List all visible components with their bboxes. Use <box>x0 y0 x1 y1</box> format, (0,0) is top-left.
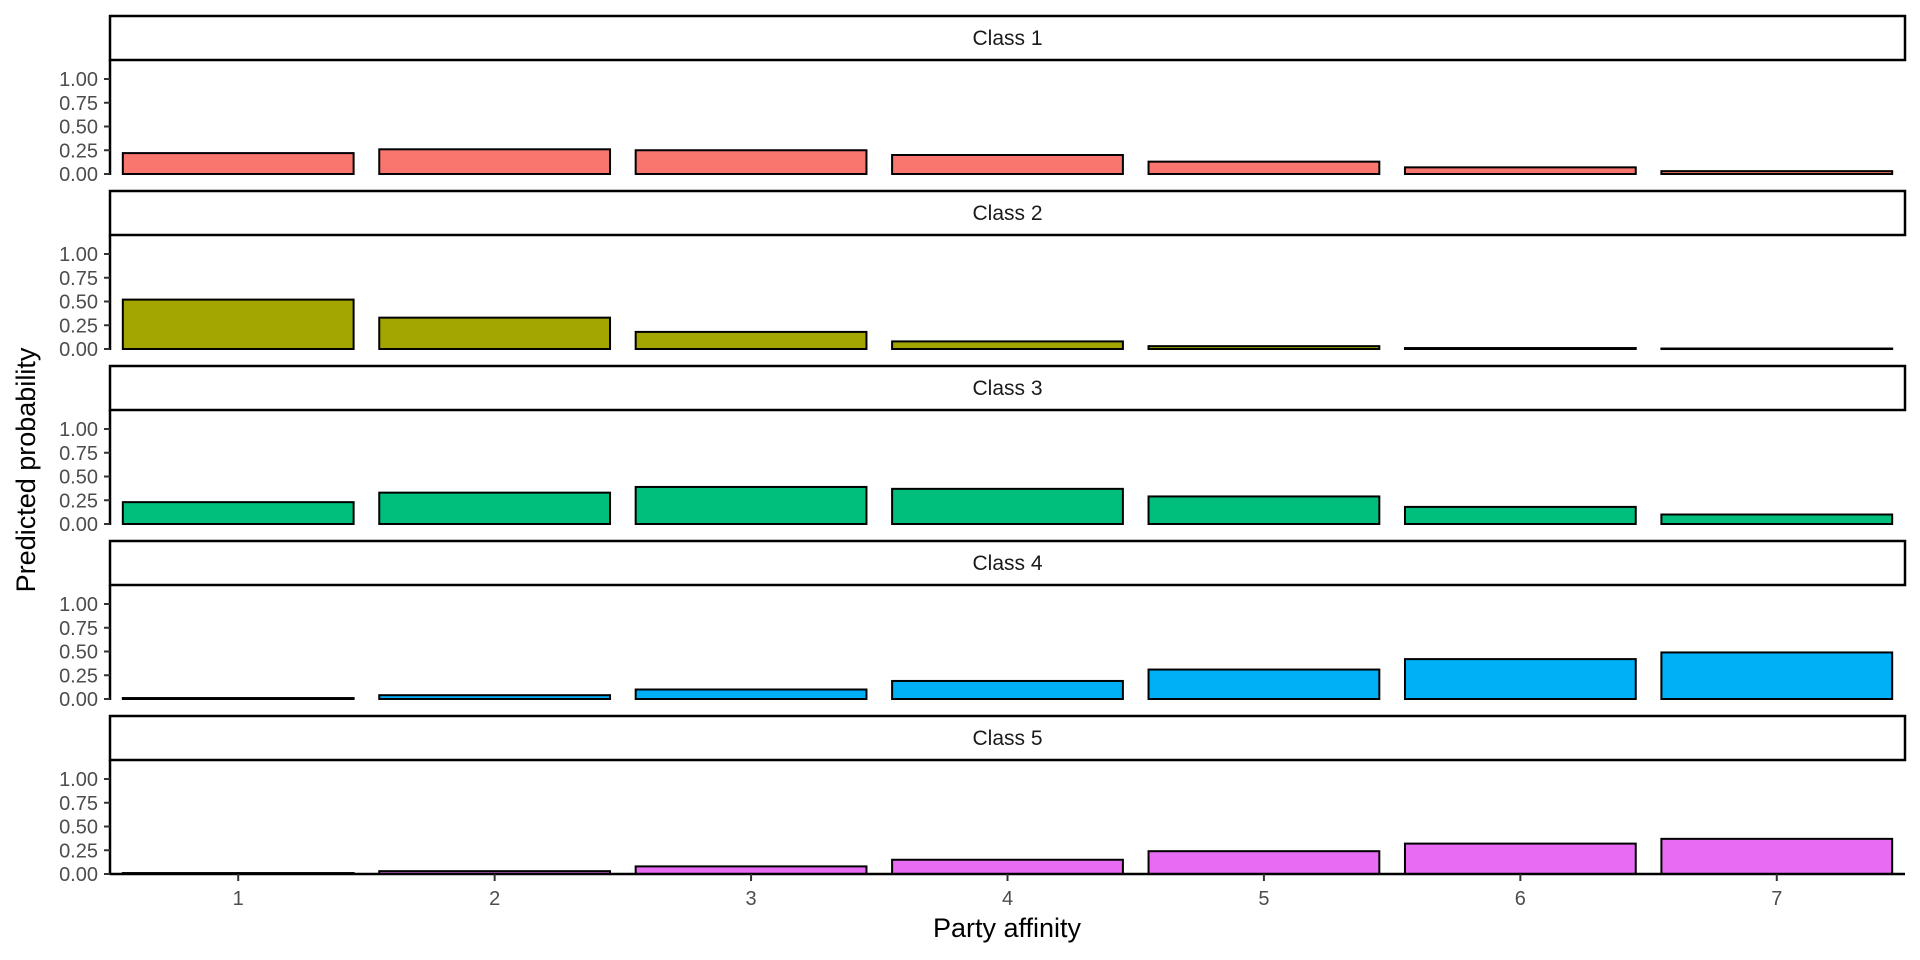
bar <box>891 858 1124 875</box>
facet-strip <box>108 189 1907 237</box>
bar <box>378 491 612 525</box>
y-tick-label: 0.75 <box>59 793 98 815</box>
y-tick-label: 0.75 <box>59 618 98 640</box>
facet-strip-label: Class 4 <box>972 552 1042 575</box>
x-tick-label: 6 <box>1515 888 1526 910</box>
y-tick-label: 0.25 <box>59 665 98 687</box>
bar <box>634 485 868 526</box>
bar <box>121 298 355 351</box>
facet-strip <box>108 14 1907 62</box>
y-tick-label: 0.00 <box>59 164 98 186</box>
bar <box>378 316 612 350</box>
bar <box>634 149 868 175</box>
bar <box>891 487 1124 526</box>
y-tick-label: 1.00 <box>59 244 98 266</box>
y-tick-label: 0.50 <box>59 292 98 314</box>
bar <box>1660 837 1894 875</box>
y-tick-label: 0.75 <box>59 93 98 115</box>
x-tick-label: 4 <box>1002 888 1013 910</box>
bar <box>891 340 1124 350</box>
facet-strip-label: Class 5 <box>972 727 1042 750</box>
x-axis-title: Party affinity <box>933 913 1082 943</box>
bar <box>378 694 612 701</box>
y-tick-label: 0.25 <box>59 490 98 512</box>
bar <box>121 152 355 176</box>
bar <box>634 330 868 350</box>
y-tick-label: 1.00 <box>59 769 98 791</box>
bar <box>1403 505 1637 525</box>
y-tick-label: 1.00 <box>59 69 98 91</box>
bar <box>1147 495 1381 526</box>
y-tick-label: 0.00 <box>59 689 98 711</box>
facet-panel: Class 1 0.000.250.500.751.00 <box>59 14 1907 186</box>
y-axis-title: Predicted probability <box>11 347 41 592</box>
facet-strip-label: Class 2 <box>972 202 1042 225</box>
y-tick-label: 0.50 <box>59 117 98 139</box>
facet-strip <box>108 539 1907 587</box>
bar <box>1147 668 1381 700</box>
x-tick-label: 1 <box>233 888 244 910</box>
bar <box>1403 842 1637 875</box>
facet-panel: Class 3 0.000.250.500.751.00 <box>59 364 1907 536</box>
y-tick-label: 0.25 <box>59 315 98 337</box>
y-tick-label: 0.00 <box>59 864 98 886</box>
facet-panel: Class 5 0.000.250.500.751.00 <box>59 714 1907 886</box>
bar <box>1147 345 1381 350</box>
bar <box>634 688 868 700</box>
y-tick-label: 1.00 <box>59 594 98 616</box>
bar <box>1147 850 1381 876</box>
facet-panel: Class 2 0.000.250.500.751.00 <box>59 189 1907 361</box>
x-tick-label: 5 <box>1258 888 1269 910</box>
bar <box>378 148 612 176</box>
bar <box>121 501 355 525</box>
bar <box>1403 347 1637 350</box>
facet-strip <box>108 714 1907 762</box>
y-tick-label: 0.00 <box>59 514 98 536</box>
bar <box>1660 170 1894 175</box>
facet-strip <box>108 364 1907 412</box>
y-tick-label: 0.50 <box>59 817 98 839</box>
facet-strip-label: Class 1 <box>972 27 1042 50</box>
bar <box>1660 651 1894 701</box>
facet-panel: Class 4 0.000.250.500.751.00 <box>59 539 1907 711</box>
y-tick-label: 0.25 <box>59 140 98 162</box>
y-tick-label: 1.00 <box>59 419 98 441</box>
y-tick-label: 0.00 <box>59 339 98 361</box>
bar <box>1147 160 1381 175</box>
bar <box>891 679 1124 701</box>
y-tick-label: 0.50 <box>59 642 98 664</box>
x-tick-label: 7 <box>1771 888 1782 910</box>
y-tick-label: 0.75 <box>59 443 98 465</box>
bar <box>1660 347 1894 351</box>
bar <box>1403 166 1637 176</box>
y-tick-label: 0.25 <box>59 840 98 862</box>
bar <box>121 697 355 700</box>
x-tick-label: 3 <box>746 888 757 910</box>
x-axis: 1 2 3 4 5 6 7 <box>110 872 1905 910</box>
facet-strip-label: Class 3 <box>972 377 1042 400</box>
bar <box>1403 658 1637 700</box>
x-tick-label: 2 <box>489 888 500 910</box>
bar <box>1660 513 1894 525</box>
y-tick-label: 0.75 <box>59 268 98 290</box>
y-tick-label: 0.50 <box>59 467 98 489</box>
bar <box>891 154 1124 175</box>
